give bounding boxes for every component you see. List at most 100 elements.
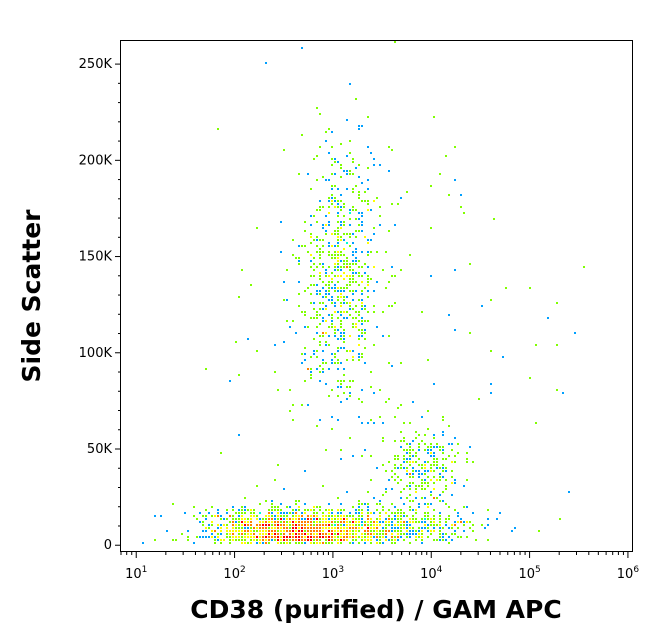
event-dot [415,530,417,532]
event-dot [436,443,438,445]
event-dot [220,518,222,520]
event-dot [217,539,219,541]
event-dot [364,362,366,364]
event-dot [310,302,312,304]
event-dot [355,236,357,238]
event-dot [313,518,315,520]
event-dot [454,524,456,526]
event-dot [391,524,393,526]
event-dot [193,542,195,544]
event-dot [439,512,441,514]
event-dot [400,497,402,499]
event-dot [388,515,390,517]
event-dot [442,446,444,448]
event-dot [286,518,288,520]
event-dot [361,251,363,253]
event-dot [445,155,447,157]
event-dot [307,287,309,289]
event-dot [364,347,366,349]
event-dot [250,527,252,529]
event-dot [310,377,312,379]
event-dot [400,512,402,514]
event-dot [235,524,237,526]
event-dot [412,440,414,442]
event-dot [289,524,291,526]
event-dot [412,476,414,478]
event-dot [274,506,276,508]
event-dot [259,539,261,541]
event-dot [319,521,321,523]
event-dot [229,542,231,544]
event-dot [391,539,393,541]
event-dot [466,461,468,463]
event-dot [370,152,372,154]
event-dot [211,521,213,523]
event-dot [346,287,348,289]
event-dot [355,263,357,265]
event-dot [370,209,372,211]
event-dot [298,281,300,283]
event-dot [391,149,393,151]
event-dot [442,431,444,433]
event-dot [352,308,354,310]
event-dot [298,524,300,526]
event-dot [400,404,402,406]
event-dot [445,488,447,490]
event-dot [463,485,465,487]
event-dot [337,497,339,499]
event-dot [262,518,264,520]
event-dot [244,512,246,514]
event-dot [316,524,318,526]
event-dot [325,542,327,544]
event-dot [388,479,390,481]
event-dot [283,539,285,541]
event-dot [439,518,441,520]
event-dot [370,533,372,535]
event-dot [286,527,288,529]
event-dot [376,521,378,523]
event-dot [346,275,348,277]
event-dot [442,476,444,478]
event-dot [304,311,306,313]
event-dot [376,542,378,544]
event-dot [226,536,228,538]
event-dot [298,536,300,538]
event-dot [373,521,375,523]
event-dot [427,506,429,508]
event-dot [403,521,405,523]
event-dot [436,479,438,481]
event-dot [535,344,537,346]
event-dot [451,524,453,526]
event-dot [247,533,249,535]
event-dot [445,467,447,469]
event-dot [358,128,360,130]
event-dot [289,326,291,328]
event-dot [433,524,435,526]
event-dot [433,470,435,472]
event-dot [319,146,321,148]
event-dot [283,521,285,523]
event-dot [448,506,450,508]
event-dot [457,452,459,454]
event-dot [217,515,219,517]
event-dot [424,488,426,490]
event-dot [385,521,387,523]
event-dot [439,476,441,478]
event-dot [367,167,369,169]
event-dot [376,536,378,538]
event-dot [367,320,369,322]
event-dot [328,314,330,316]
event-dot [334,329,336,331]
event-dot [271,518,273,520]
event-dot [238,536,240,538]
event-dot [460,536,462,538]
event-dot [379,215,381,217]
event-dot [310,524,312,526]
event-dot [400,464,402,466]
event-dot [325,269,327,271]
event-dot [382,440,384,442]
event-dot [298,509,300,511]
event-dot [385,518,387,520]
event-dot [451,461,453,463]
